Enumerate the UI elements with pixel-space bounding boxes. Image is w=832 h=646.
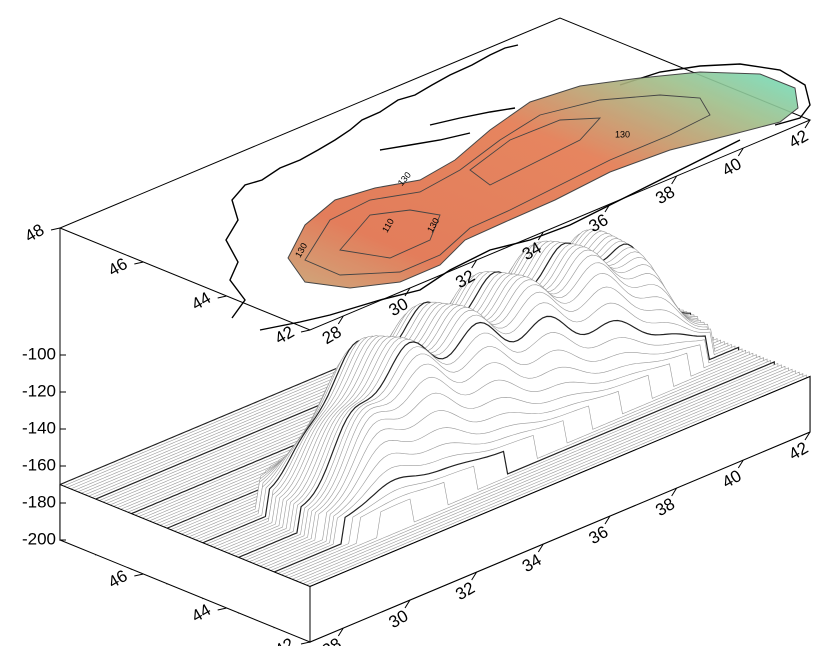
z-tick-label: -180 (22, 492, 56, 511)
y-tick-label: 46 (105, 254, 131, 280)
y-tick (301, 642, 310, 644)
y-tick (51, 228, 60, 230)
y-tick-label: 42 (272, 634, 298, 646)
contour-label: 130 (615, 129, 630, 139)
x-tick-label: 38 (652, 182, 678, 208)
y-tick (218, 608, 227, 610)
y-tick-label: 44 (188, 600, 214, 626)
z-tick-label: -120 (22, 381, 56, 400)
x-tick-label: 30 (386, 606, 412, 632)
y-tick-label: 46 (105, 566, 131, 592)
x-tick-label: 36 (586, 522, 612, 548)
x-tick-label: 32 (452, 578, 478, 604)
map-plane: 130 130 110 130 130 (60, 18, 810, 330)
y-tick (301, 330, 310, 332)
surface-block (60, 229, 810, 642)
z-tick-label: -100 (22, 344, 56, 363)
y-tick-label: 48 (22, 220, 48, 246)
figure: 130 130 110 130 130 -100 -120 -140 -160 -180… (0, 0, 832, 646)
x-tick-label: 38 (652, 494, 678, 520)
y-tick (218, 296, 227, 298)
z-tick-label: -140 (22, 418, 56, 437)
x-tick-label: 34 (519, 550, 545, 576)
y-tick (134, 262, 143, 264)
x-tick-label: 28 (319, 322, 345, 348)
x-tick-label: 42 (786, 438, 812, 464)
y-tick-label: 44 (188, 288, 214, 314)
z-tick-label: -200 (22, 529, 56, 548)
y-tick-label: 42 (272, 322, 298, 348)
x-tick-label: 40 (719, 466, 745, 492)
z-tick-label: -160 (22, 455, 56, 474)
x-tick-label: 40 (719, 154, 745, 180)
x-tick-label: 42 (786, 126, 812, 152)
y-tick (134, 574, 143, 576)
